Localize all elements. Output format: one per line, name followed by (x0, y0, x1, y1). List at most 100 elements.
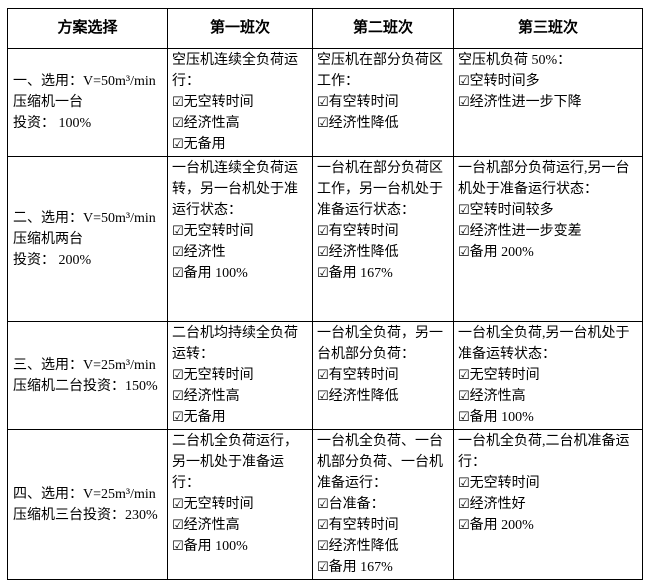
checkbox-checked-icon: ☑ (317, 560, 329, 575)
shift-intro: 一台机全负荷,另一台机处于准备运转状态： (458, 326, 630, 362)
col-header-scheme: 方案选择 (7, 8, 168, 49)
scheme4-shift1-cell: 二台机全负荷运行，另一机处于准备运行： ☑无空转时间 ☑经济性高 ☑备用 100… (167, 429, 313, 580)
scheme-comparison-table: 方案选择 第一班次 第二班次 第三班次 一、选用：V=50m³/min 压缩机一… (7, 8, 643, 580)
scheme-line: 压缩机二台投资：150% (13, 378, 158, 394)
check-item-label: 经济性好 (469, 497, 526, 512)
check-item: ☑备用 100% (172, 263, 309, 284)
check-item: ☑经济性进一步变差 (458, 221, 639, 242)
table-header-row: 方案选择 第一班次 第二班次 第三班次 (7, 8, 643, 49)
checkbox-checked-icon: ☑ (458, 368, 470, 383)
checkbox-checked-icon: ☑ (317, 116, 329, 131)
scheme2-shift3-cell: 一台机部分负荷运行,另一台机处于准备运行状态： ☑空转时间较多 ☑经济性进一步变… (453, 156, 643, 322)
checkbox-checked-icon: ☑ (458, 389, 470, 404)
checkbox-checked-icon: ☑ (172, 245, 184, 260)
check-item-label: 经济性高 (183, 116, 240, 131)
checkbox-checked-icon: ☑ (458, 410, 470, 425)
scheme3-shift1-cell: 二台机均持续全负荷运转： ☑无空转时间 ☑经济性高 ☑无备用 (167, 321, 313, 430)
check-item-label: 无空转时间 (469, 476, 540, 491)
scheme-line: 投资： 200% (13, 252, 92, 268)
check-item-label: 无空转时间 (469, 368, 540, 383)
checkbox-checked-icon: ☑ (458, 497, 470, 512)
check-item: ☑无空转时间 (172, 494, 309, 515)
check-item: ☑无空转时间 (458, 473, 639, 494)
checkbox-checked-icon: ☑ (458, 203, 470, 218)
shift-intro: 一台机部分负荷运行,另一台机处于准备运行状态： (458, 161, 630, 197)
check-item-label: 经济性 (183, 245, 226, 260)
col-header-shift1: 第一班次 (167, 8, 313, 49)
check-item: ☑无空转时间 (172, 92, 309, 113)
scheme-line: 压缩机一台 (13, 95, 83, 110)
check-item: ☑经济性 (172, 242, 309, 263)
check-item-label: 无空转时间 (183, 95, 254, 110)
check-item-label: 空转时间较多 (469, 203, 554, 218)
checkbox-checked-icon: ☑ (172, 224, 184, 239)
check-item: ☑无空转时间 (172, 221, 309, 242)
check-item: ☑备用 167% (317, 557, 450, 578)
scheme-line: 压缩机三台投资：230% (13, 507, 158, 523)
check-item-label: 经济性降低 (328, 389, 399, 404)
checkbox-checked-icon: ☑ (317, 95, 329, 110)
scheme2-cell: 二、选用：V=50m³/min 压缩机两台 投资： 200% (7, 156, 168, 322)
col-header-shift2: 第二班次 (312, 8, 454, 49)
scheme1-shift2-cell: 空压机在部分负荷区工作： ☑有空转时间 ☑经济性降低 (312, 48, 454, 157)
checkbox-checked-icon: ☑ (317, 245, 329, 260)
check-item: ☑无备用 (172, 407, 309, 428)
check-item-label: 备用 200% (469, 245, 534, 260)
checkbox-checked-icon: ☑ (172, 518, 184, 533)
check-item: ☑有空转时间 (317, 515, 450, 536)
check-item: ☑经济性高 (172, 113, 309, 134)
checkbox-checked-icon: ☑ (458, 245, 470, 260)
check-item-label: 无备用 (183, 410, 226, 425)
check-item-label: 经济性降低 (328, 116, 399, 131)
scheme4-shift2-cell: 一台机全负荷、一台机部分负荷、一台机准备运行： ☑台准备： ☑有空转时间 ☑经济… (312, 429, 454, 580)
shift-intro: 空压机负荷 50%： (458, 53, 572, 68)
check-item: ☑备用 200% (458, 242, 639, 263)
check-item-label: 备用 167% (328, 560, 393, 575)
check-item: ☑经济性降低 (317, 536, 450, 557)
checkbox-checked-icon: ☑ (317, 224, 329, 239)
checkbox-checked-icon: ☑ (317, 266, 329, 281)
checkbox-checked-icon: ☑ (172, 266, 184, 281)
scheme-line: 三、选用：V=25m³/min (13, 357, 156, 373)
check-item: ☑经济性降低 (317, 242, 450, 263)
check-item-label: 无空转时间 (183, 368, 254, 383)
check-item: ☑备用 200% (458, 515, 639, 536)
check-item: ☑无空转时间 (458, 365, 639, 386)
checkbox-checked-icon: ☑ (317, 497, 329, 512)
check-item-label: 有空转时间 (328, 224, 399, 239)
check-item: ☑无备用 (172, 134, 309, 155)
check-item-label: 有空转时间 (328, 95, 399, 110)
checkbox-checked-icon: ☑ (172, 137, 184, 152)
check-item: ☑备用 100% (458, 407, 639, 428)
check-item: ☑空转时间较多 (458, 200, 639, 221)
shift-intro: 一台机连续全负荷运转，另一台机处于准运行状态： (172, 161, 298, 218)
table-row-scheme2: 二、选用：V=50m³/min 压缩机两台 投资： 200% 一台机连续全负荷运… (7, 156, 643, 322)
scheme-line: 四、选用：V=25m³/min (13, 486, 156, 502)
check-item: ☑经济性高 (172, 386, 309, 407)
shift-intro: 一台机全负荷、一台机部分负荷、一台机准备运行： (317, 434, 443, 491)
shift-intro: 二台机均持续全负荷运转： (172, 326, 298, 362)
scheme3-cell: 三、选用：V=25m³/min 压缩机二台投资：150% (7, 321, 168, 430)
check-item: ☑有空转时间 (317, 92, 450, 113)
scheme-line: 投资： 100% (13, 116, 92, 131)
check-item: ☑有空转时间 (317, 221, 450, 242)
check-item: ☑空转时间多 (458, 71, 639, 92)
checkbox-checked-icon: ☑ (172, 389, 184, 404)
check-item-label: 台准备： (328, 497, 385, 512)
check-item-label: 备用 200% (469, 518, 534, 533)
scheme-line: 压缩机两台 (13, 231, 83, 247)
scheme2-shift2-cell: 一台机在部分负荷区工作，另一台机处于准备运行状态： ☑有空转时间 ☑经济性降低 … (312, 156, 454, 322)
checkbox-checked-icon: ☑ (172, 368, 184, 383)
checkbox-checked-icon: ☑ (458, 95, 470, 110)
checkbox-checked-icon: ☑ (317, 518, 329, 533)
check-item-label: 无空转时间 (183, 224, 254, 239)
check-item-label: 有空转时间 (328, 518, 399, 533)
checkbox-checked-icon: ☑ (317, 539, 329, 554)
shift-intro: 二台机全负荷运行，另一机处于准备运行： (172, 434, 298, 491)
scheme4-shift3-cell: 一台机全负荷,二台机准备运行： ☑无空转时间 ☑经济性好 ☑备用 200% (453, 429, 643, 580)
scheme1-shift3-cell: 空压机负荷 50%： ☑空转时间多 ☑经济性进一步下降 (453, 48, 643, 157)
check-item-label: 备用 100% (183, 539, 248, 554)
scheme3-shift3-cell: 一台机全负荷,另一台机处于准备运转状态： ☑无空转时间 ☑经济性高 ☑备用 10… (453, 321, 643, 430)
check-item-label: 经济性降低 (328, 245, 399, 260)
shift-intro: 一台机全负荷,二台机准备运行： (458, 434, 630, 470)
